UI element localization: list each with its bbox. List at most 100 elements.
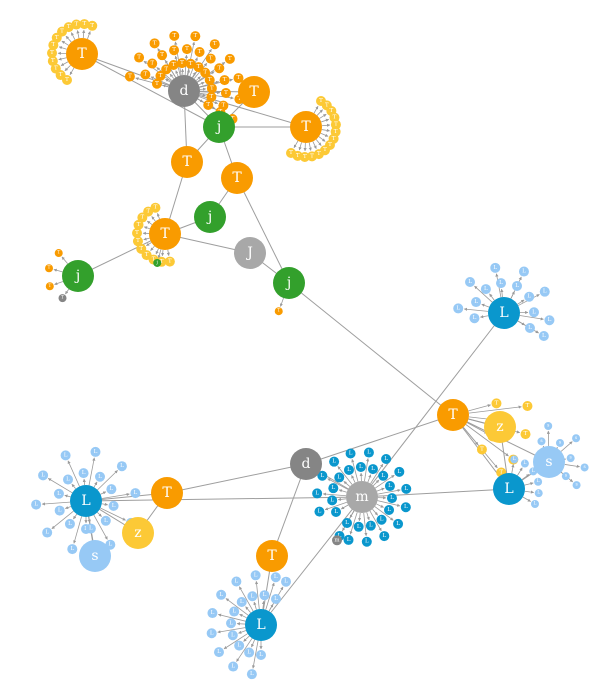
leaf-node[interactable]: T (150, 202, 161, 213)
leaf-node[interactable]: L (496, 278, 507, 289)
leaf-node[interactable]: L (231, 576, 242, 587)
leaf-node[interactable]: L (343, 534, 354, 545)
leaf-node[interactable]: L (85, 523, 96, 534)
leaf-node[interactable]: L (528, 307, 539, 318)
leaf-node[interactable]: L (384, 505, 395, 516)
leaf-node[interactable]: L (31, 499, 42, 510)
node-T2[interactable]: T (238, 76, 270, 108)
node-z1[interactable]: z (484, 411, 516, 443)
leaf-node[interactable]: L (345, 448, 356, 459)
leaf-node[interactable]: L (376, 514, 387, 525)
leaf-node[interactable]: L (379, 531, 390, 542)
leaf-node[interactable]: T (168, 60, 179, 71)
node-j2[interactable]: j (194, 201, 226, 233)
leaf-node[interactable]: L (130, 488, 141, 499)
node-s1[interactable]: s (533, 446, 565, 478)
leaf-node[interactable]: T (219, 75, 230, 86)
node-J1[interactable]: J (234, 237, 266, 269)
node-T4[interactable]: T (171, 146, 203, 178)
leaf-node[interactable]: L (42, 527, 53, 538)
leaf-node[interactable]: L (393, 518, 404, 529)
node-j1[interactable]: j (203, 111, 235, 143)
node-T3[interactable]: T (290, 111, 322, 143)
leaf-node[interactable]: L (538, 331, 549, 341)
node-d2[interactable]: d (290, 448, 322, 480)
node-z2[interactable]: z (122, 517, 154, 549)
leaf-node[interactable]: L (100, 515, 111, 526)
leaf-node[interactable]: L (331, 507, 342, 517)
leaf-node[interactable]: L (244, 647, 255, 658)
leaf-node[interactable]: s (580, 463, 589, 472)
leaf-node[interactable]: T (87, 20, 98, 31)
leaf-node[interactable]: L (334, 472, 345, 483)
node-L3[interactable]: L (70, 485, 102, 517)
leaf-node[interactable]: L (327, 495, 338, 506)
leaf-node[interactable]: L (67, 544, 78, 555)
leaf-node[interactable]: L (314, 506, 325, 517)
node-T9[interactable]: T (256, 540, 288, 572)
leaf-node[interactable]: T (134, 52, 145, 63)
leaf-node[interactable]: L (530, 500, 539, 508)
leaf-node[interactable]: L (384, 481, 395, 492)
leaf-node[interactable]: L (108, 500, 119, 511)
leaf-node[interactable]: T (274, 307, 283, 316)
leaf-node[interactable]: T (214, 63, 225, 74)
leaf-node[interactable]: L (524, 291, 535, 302)
leaf-node[interactable]: L (544, 315, 555, 326)
leaf-node[interactable]: L (518, 266, 529, 277)
leaf-node[interactable]: L (216, 589, 227, 600)
leaf-node[interactable]: L (259, 590, 270, 601)
leaf-node[interactable]: j (153, 258, 162, 267)
node-T1[interactable]: T (66, 38, 98, 70)
node-T8[interactable]: T (151, 477, 183, 509)
leaf-node[interactable]: L (453, 303, 464, 314)
node-L4[interactable]: L (245, 609, 277, 641)
leaf-node[interactable]: L (400, 502, 411, 513)
leaf-node[interactable]: L (363, 447, 374, 458)
leaf-node[interactable]: L (361, 536, 372, 547)
leaf-node[interactable]: T (203, 100, 214, 110)
leaf-node[interactable]: T (149, 38, 160, 49)
leaf-node[interactable]: T (58, 294, 67, 303)
leaf-node[interactable]: L (63, 474, 74, 485)
leaf-node[interactable]: T (169, 45, 180, 56)
leaf-node[interactable]: T (124, 71, 135, 82)
leaf-node[interactable]: s (566, 454, 575, 463)
node-T7[interactable]: T (437, 399, 469, 431)
leaf-node[interactable]: T (45, 264, 54, 273)
leaf-node[interactable]: T (190, 31, 201, 42)
leaf-node[interactable]: L (480, 284, 491, 295)
leaf-node[interactable]: T (522, 401, 533, 412)
leaf-node[interactable]: L (247, 591, 258, 602)
leaf-node[interactable]: L (510, 455, 519, 464)
leaf-node[interactable]: L (534, 489, 543, 498)
leaf-node[interactable]: L (465, 276, 476, 287)
leaf-node[interactable]: L (271, 594, 281, 605)
leaf-node[interactable]: L (343, 464, 354, 475)
leaf-node[interactable]: s (537, 437, 546, 446)
node-T6[interactable]: T (149, 218, 181, 250)
leaf-node[interactable]: T (476, 444, 487, 455)
leaf-node[interactable]: L (38, 470, 49, 481)
leaf-node[interactable]: L (213, 647, 224, 658)
leaf-node[interactable]: T (520, 429, 531, 440)
leaf-node[interactable]: T (54, 249, 63, 258)
leaf-node[interactable]: m (332, 535, 342, 546)
leaf-node[interactable]: L (386, 493, 397, 504)
leaf-node[interactable]: T (147, 58, 158, 69)
leaf-node[interactable]: L (95, 471, 105, 482)
leaf-node[interactable]: L (381, 454, 392, 465)
leaf-node[interactable]: L (207, 608, 218, 619)
node-s2[interactable]: s (79, 540, 111, 572)
leaf-node[interactable]: L (490, 262, 501, 273)
leaf-node[interactable]: L (342, 517, 352, 528)
leaf-node[interactable]: s (561, 472, 570, 481)
node-m1[interactable]: m (346, 481, 378, 513)
leaf-node[interactable]: L (378, 470, 389, 481)
node-L1[interactable]: L (488, 297, 520, 329)
leaf-node[interactable]: T (220, 87, 231, 98)
leaf-node[interactable]: T (140, 69, 151, 80)
leaf-node[interactable]: L (512, 280, 523, 291)
leaf-node[interactable]: L (90, 446, 101, 457)
leaf-node[interactable]: T (204, 74, 215, 85)
